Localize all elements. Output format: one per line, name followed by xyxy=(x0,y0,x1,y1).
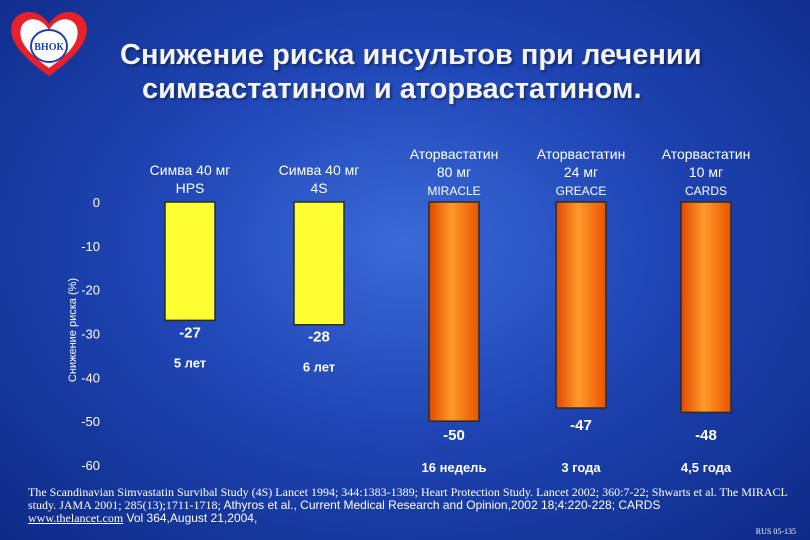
y-tick-label: -60 xyxy=(81,458,100,473)
y-tick-label: -50 xyxy=(81,414,100,429)
references: The Scandinavian Simvastatin Survibal St… xyxy=(28,486,788,525)
y-tick-label: -10 xyxy=(81,239,100,254)
category-label-line-2: 4S xyxy=(310,180,327,196)
duration-label: 5 лет xyxy=(174,355,206,370)
value-label: -28 xyxy=(308,329,330,346)
y-axis-label: Снижение риска (%) xyxy=(67,278,79,382)
duration-label: 4,5 года xyxy=(681,460,732,475)
value-label: -48 xyxy=(695,427,717,444)
y-tick-label: 0 xyxy=(93,195,100,210)
study-label: GREACE xyxy=(556,184,607,198)
category-label-line-1: Аторвастатин xyxy=(410,146,499,162)
duration-label: 16 недель xyxy=(422,460,487,475)
category-label-line-2: HPS xyxy=(176,180,205,196)
bar xyxy=(680,201,732,414)
category-label-line-2: 24 мг xyxy=(564,164,598,180)
bar xyxy=(555,201,607,409)
title-line-1: Снижение риска инсультов при лечении xyxy=(120,39,702,71)
category-label-line-2: 80 мг xyxy=(437,164,471,180)
category-label-line-2: 10 мг xyxy=(689,164,723,180)
references-part-2: Athyros et al., Current Medical Research… xyxy=(220,498,661,512)
y-tick-label: -20 xyxy=(81,283,100,298)
value-label: -27 xyxy=(179,324,201,341)
category-label-line-1: Симва 40 мг xyxy=(150,162,231,178)
duration-label: 6 лет xyxy=(303,360,335,375)
study-label: CARDS xyxy=(685,184,727,198)
y-tick-label: -40 xyxy=(81,370,100,385)
vnok-heart-logo: ВНОК xyxy=(11,11,87,77)
category-label-line-1: Симва 40 мг xyxy=(279,162,360,178)
logo-text: ВНОК xyxy=(34,42,64,53)
category-label-line-1: Аторвастатин xyxy=(537,146,626,162)
value-label: -47 xyxy=(570,417,592,434)
bar xyxy=(428,201,480,422)
value-label: -50 xyxy=(443,427,465,444)
slide-code: RUS 05-135 xyxy=(755,527,796,536)
duration-label: 3 года xyxy=(561,460,601,475)
lancet-link[interactable]: www.thelancet.com xyxy=(28,511,124,525)
y-tick-label: -30 xyxy=(81,327,100,342)
page-title: Снижение риска инсультов при лечении сим… xyxy=(120,38,800,106)
category-label-line-1: Аторвастатин xyxy=(662,146,751,162)
bar xyxy=(293,201,345,326)
references-part-3: Vol 364,August 21,2004, xyxy=(123,511,258,525)
title-line-2: симвастатином и аторвастатином. xyxy=(142,73,642,105)
bar xyxy=(164,201,216,322)
references-part-1: The Scandinavian Simvastatin Survibal St… xyxy=(28,485,788,512)
study-label: MIRACLE xyxy=(427,184,480,198)
